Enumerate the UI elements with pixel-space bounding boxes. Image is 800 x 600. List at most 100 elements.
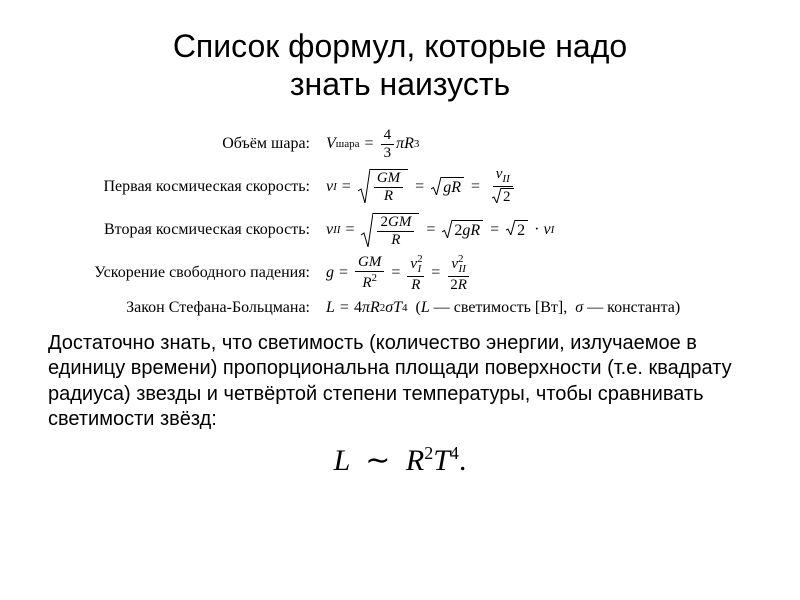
eq-v1: vI = GM R = gR =: [326, 167, 521, 207]
sym-L: L: [326, 299, 335, 317]
frac-vII-sqrt2: vII 2: [487, 167, 519, 207]
L2: L: [421, 299, 430, 317]
frac-vI2-R: v2I R: [407, 254, 424, 293]
T: T: [393, 299, 402, 317]
title-line-1: Список формул, которые надо: [173, 28, 627, 64]
den-R2: R2: [359, 272, 380, 291]
radical-icon: [361, 213, 373, 247]
sub-I: I: [333, 181, 337, 193]
num-vII: vII: [493, 167, 513, 187]
eq-sign: =: [391, 264, 400, 282]
den-R: R: [381, 188, 396, 204]
sqrt-2GM-R: 2GM R: [361, 213, 419, 248]
frac-GM-R2: GM R2: [355, 255, 384, 291]
sigma: σ: [385, 299, 393, 317]
body-paragraph: Достаточно знать, что светимость (количе…: [48, 331, 752, 433]
T4: 4: [402, 302, 408, 314]
num-GM: GM: [374, 171, 403, 188]
radical-icon: [358, 169, 370, 203]
formula-block: Объём шара: Vшара = 4 3 πR3 Первая косми…: [48, 128, 752, 317]
eq-sign: =: [471, 178, 480, 196]
label-volume: Объём шара:: [48, 135, 326, 153]
paren-close: ): [675, 299, 680, 317]
label-sb: Закон Стефана-Больцмана:: [48, 299, 326, 317]
page-title: Список формул, которые надо знать наизус…: [48, 28, 752, 104]
eq-sign: =: [415, 178, 424, 196]
final-equation: L ∼ R2T4.: [48, 443, 752, 478]
sigma2: σ: [575, 299, 583, 317]
sym-g: g: [326, 264, 334, 282]
sqrt-2gR: 2gR: [442, 220, 483, 240]
final-T: T: [433, 444, 450, 477]
sqrt-2gR-body: 2gR: [452, 220, 483, 240]
sqrt-body: GM R: [370, 169, 408, 204]
num-2GM: 2GM: [377, 215, 414, 232]
sym-v: v: [543, 221, 550, 239]
formula-row-g: Ускорение свободного падения: g = GM R2 …: [48, 254, 752, 293]
eq-sign: =: [365, 135, 374, 153]
sym-R: R: [404, 135, 414, 153]
frac-4-3: 4 3: [381, 128, 395, 161]
formula-row-v1: Первая космическая скорость: vI = GM R =: [48, 167, 752, 207]
eq-sign: =: [342, 178, 351, 196]
sqrt-gR-body: gR: [441, 177, 464, 197]
dot: ·: [534, 221, 539, 239]
formula-row-volume: Объём шара: Vшара = 4 3 πR3: [48, 128, 752, 161]
eq-sign: =: [490, 221, 499, 239]
eq-v2: vII = 2GM R = 2gR =: [326, 213, 554, 248]
R: R: [370, 299, 380, 317]
radical-icon: [492, 188, 501, 203]
sqrt2-body: 2: [515, 220, 528, 240]
eq-sign: =: [345, 221, 354, 239]
sub-I: I: [551, 224, 555, 236]
fourpi: 4π: [354, 299, 370, 317]
frac-2GM-R: 2GM R: [377, 215, 414, 248]
sqrt2-body: 2: [501, 188, 514, 205]
den-3: 3: [381, 145, 395, 161]
label-v1: Первая космическая скорость:: [48, 178, 326, 196]
sqrt-body: 2GM R: [373, 213, 419, 248]
sub-II: II: [333, 224, 340, 236]
sqrt-2: 2: [492, 188, 514, 205]
num-vI2: v2I: [407, 254, 424, 277]
final-L: L: [334, 444, 350, 477]
slide: Список формул, которые надо знать наизус…: [0, 0, 800, 600]
L-note: — светимость [Вт],: [430, 299, 575, 317]
formula-row-sb: Закон Стефана-Больцмана: L = 4πR2σT4 (L …: [48, 299, 752, 317]
radical-icon: [442, 220, 452, 238]
final-dot: .: [459, 444, 467, 477]
frac-vII2-2R: v2II 2R: [447, 254, 470, 293]
exp-3: 3: [414, 138, 420, 150]
frac-GM-R: GM R: [374, 171, 403, 204]
label-g: Ускорение свободного падения:: [48, 264, 326, 282]
tilde-sign: ∼: [365, 444, 390, 477]
num-4: 4: [381, 128, 395, 145]
radical-icon: [431, 177, 441, 195]
eq-sb: L = 4πR2σT4 (L — светимость [Вт], σ — ко…: [326, 299, 680, 317]
eq-sign: =: [340, 299, 349, 317]
den-R: R: [408, 277, 423, 293]
formula-row-v2: Вторая космическая скорость: v II = 2GM R…: [48, 213, 752, 248]
den-2R: 2R: [447, 277, 470, 293]
label-v2: Вторая космическая скорость:: [48, 221, 326, 239]
sqrt-2b: 2: [506, 220, 528, 240]
final-R: R: [406, 444, 424, 477]
final-R-exp: 2: [424, 443, 433, 463]
sym-pi: π: [396, 135, 404, 153]
num-vII2: v2II: [448, 254, 469, 277]
eq-sign: =: [339, 264, 348, 282]
num-GM: GM: [355, 255, 384, 272]
final-T-exp: 4: [450, 443, 459, 463]
sym-V: V: [326, 135, 336, 153]
sigma-note: — константа: [583, 299, 675, 317]
sqrt-gR: gR: [431, 177, 464, 197]
den-sqrt2: 2: [487, 187, 519, 207]
title-line-2: знать наизусть: [290, 66, 510, 102]
eq-g: g = GM R2 = v2I R = v2II 2R: [326, 254, 472, 293]
den-R: R: [388, 232, 403, 248]
eq-sign: =: [431, 264, 440, 282]
radical-icon: [506, 220, 515, 235]
sqrt-GM-R: GM R: [358, 169, 408, 204]
sym-shara: шара: [336, 138, 360, 150]
eq-volume: Vшара = 4 3 πR3: [326, 128, 419, 161]
